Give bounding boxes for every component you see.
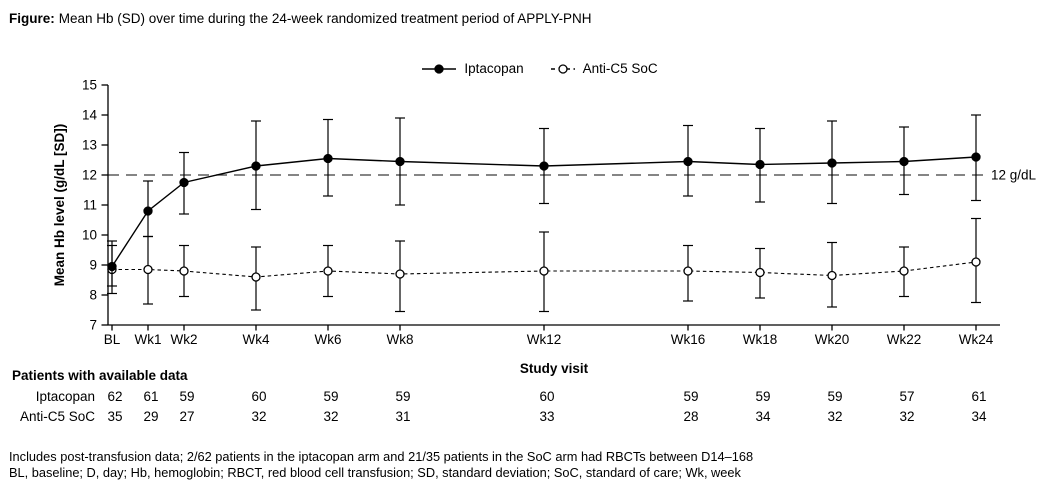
patients-table-heading: Patients with available data bbox=[12, 368, 188, 383]
data-point-iptacopan-wk24 bbox=[971, 152, 981, 162]
data-point-iptacopan-wk6 bbox=[323, 153, 333, 164]
data-point-iptacopan-wk18 bbox=[755, 159, 765, 170]
patients-count: 59 bbox=[395, 389, 410, 404]
series-line-anti-c5-soc bbox=[112, 261, 977, 278]
patients-row-label: Anti-C5 SoC bbox=[20, 409, 95, 424]
data-point-anti-c5-soc-wk8 bbox=[395, 269, 405, 279]
x-tick-label: Wk2 bbox=[171, 332, 198, 347]
patients-count: 60 bbox=[539, 389, 554, 404]
figure-title: Figure: Mean Hb (SD) over time during the… bbox=[9, 11, 592, 26]
data-point-iptacopan-wk12 bbox=[539, 161, 549, 171]
footnote-abbreviations: BL, baseline; D, day; Hb, hemoglobin; RB… bbox=[9, 465, 741, 480]
series-line-iptacopan bbox=[111, 156, 977, 267]
data-point-anti-c5-soc-wk18 bbox=[755, 267, 765, 278]
legend-item-anti-c5-soc: Anti-C5 SoC bbox=[550, 61, 658, 76]
data-point-anti-c5-soc-wk12 bbox=[539, 266, 549, 276]
y-tick-label: 11 bbox=[83, 198, 97, 213]
chart-legend: Iptacopan Anti-C5 SoC bbox=[0, 61, 1043, 76]
patients-count: 34 bbox=[971, 409, 987, 424]
data-point-iptacopan-wk16 bbox=[683, 156, 693, 167]
patients-row-label: Iptacopan bbox=[36, 389, 95, 404]
patients-count: 61 bbox=[143, 389, 158, 404]
patients-count: 29 bbox=[143, 409, 158, 424]
data-point-iptacopan-wk2 bbox=[179, 177, 189, 188]
y-tick-label: 13 bbox=[82, 138, 97, 153]
patients-count: 59 bbox=[755, 389, 770, 404]
series-iptacopan bbox=[107, 114, 981, 287]
figure-label: Figure: bbox=[9, 11, 55, 26]
x-tick-label: Wk1 bbox=[135, 332, 162, 347]
y-tick-label: 9 bbox=[89, 258, 97, 273]
data-point-iptacopan-wk8 bbox=[395, 156, 405, 167]
patients-count: 59 bbox=[683, 389, 698, 404]
patients-count: 57 bbox=[899, 389, 914, 404]
x-tick-label: Wk18 bbox=[743, 332, 778, 347]
data-point-iptacopan-wk4 bbox=[251, 161, 261, 171]
patients-count: 59 bbox=[179, 389, 194, 404]
y-tick-label: 7 bbox=[89, 318, 97, 333]
y-tick-label: 8 bbox=[89, 288, 97, 303]
open-circle-dashed-line-icon bbox=[550, 63, 575, 74]
data-point-anti-c5-soc-wk6 bbox=[323, 266, 333, 276]
legend-label-anti-c5-soc: Anti-C5 SoC bbox=[582, 61, 658, 76]
patients-count: 27 bbox=[179, 409, 194, 424]
x-axis-title: Study visit bbox=[520, 361, 589, 376]
patients-count: 32 bbox=[323, 409, 338, 424]
patients-count: 61 bbox=[971, 389, 986, 404]
data-point-iptacopan-bl bbox=[107, 261, 117, 272]
hb-line-chart: 12 g/dL 7 8 9 10 11 12 13 14 15 Mean Hb level (g/d… bbox=[12, 78, 1037, 425]
y-tick-label: 12 bbox=[82, 168, 97, 183]
patients-count: 33 bbox=[539, 409, 554, 424]
legend-label-iptacopan: Iptacopan bbox=[464, 61, 524, 76]
patients-count: 34 bbox=[755, 409, 771, 424]
series-anti-c5-soc bbox=[107, 217, 981, 313]
x-tick-label: Wk22 bbox=[887, 332, 922, 347]
footnote-transfusion: Includes post-transfusion data; 2/62 pat… bbox=[9, 449, 754, 464]
data-point-iptacopan-wk22 bbox=[899, 156, 909, 167]
data-point-anti-c5-soc-wk16 bbox=[683, 266, 693, 276]
y-tick-label: 10 bbox=[82, 228, 97, 243]
figure-caption: Mean Hb (SD) over time during the 24-wee… bbox=[58, 11, 592, 26]
x-tick-label: Wk16 bbox=[671, 332, 706, 347]
x-tick-label: Wk4 bbox=[243, 332, 270, 347]
data-point-anti-c5-soc-wk22 bbox=[899, 266, 909, 276]
data-point-anti-c5-soc-wk4 bbox=[251, 272, 261, 282]
x-tick-label: Wk24 bbox=[959, 332, 994, 347]
legend-item-iptacopan: Iptacopan bbox=[421, 61, 524, 76]
reference-line-label: 12 g/dL bbox=[991, 168, 1037, 183]
x-tick-label: Wk8 bbox=[387, 332, 414, 347]
y-tick-label: 15 bbox=[82, 78, 97, 93]
data-point-anti-c5-soc-wk20 bbox=[827, 270, 837, 281]
data-point-anti-c5-soc-wk1 bbox=[143, 264, 153, 275]
patients-count: 62 bbox=[107, 389, 122, 404]
data-point-iptacopan-wk1 bbox=[143, 206, 153, 216]
x-tick-label: BL bbox=[104, 332, 121, 347]
filled-circle-solid-line-icon bbox=[422, 63, 457, 74]
patients-count: 35 bbox=[107, 409, 122, 424]
x-tick-label: Wk12 bbox=[527, 332, 562, 347]
patients-count: 31 bbox=[395, 409, 410, 424]
x-tick-label: Wk6 bbox=[315, 332, 342, 347]
patients-count: 32 bbox=[899, 409, 914, 424]
patients-count: 28 bbox=[683, 409, 698, 424]
y-axis-title: Mean Hb level (g/dL [SD]) bbox=[52, 124, 67, 287]
patients-count: 59 bbox=[827, 389, 842, 404]
patients-count: 59 bbox=[323, 389, 338, 404]
x-tick-label: Wk20 bbox=[815, 332, 850, 347]
patients-count: 60 bbox=[251, 389, 266, 404]
data-point-anti-c5-soc-wk2 bbox=[179, 266, 189, 276]
patients-count: 32 bbox=[251, 409, 266, 424]
patients-count: 32 bbox=[827, 409, 842, 424]
y-tick-label: 14 bbox=[82, 108, 98, 123]
data-point-iptacopan-wk20 bbox=[827, 158, 837, 168]
data-point-anti-c5-soc-wk24 bbox=[971, 257, 981, 267]
